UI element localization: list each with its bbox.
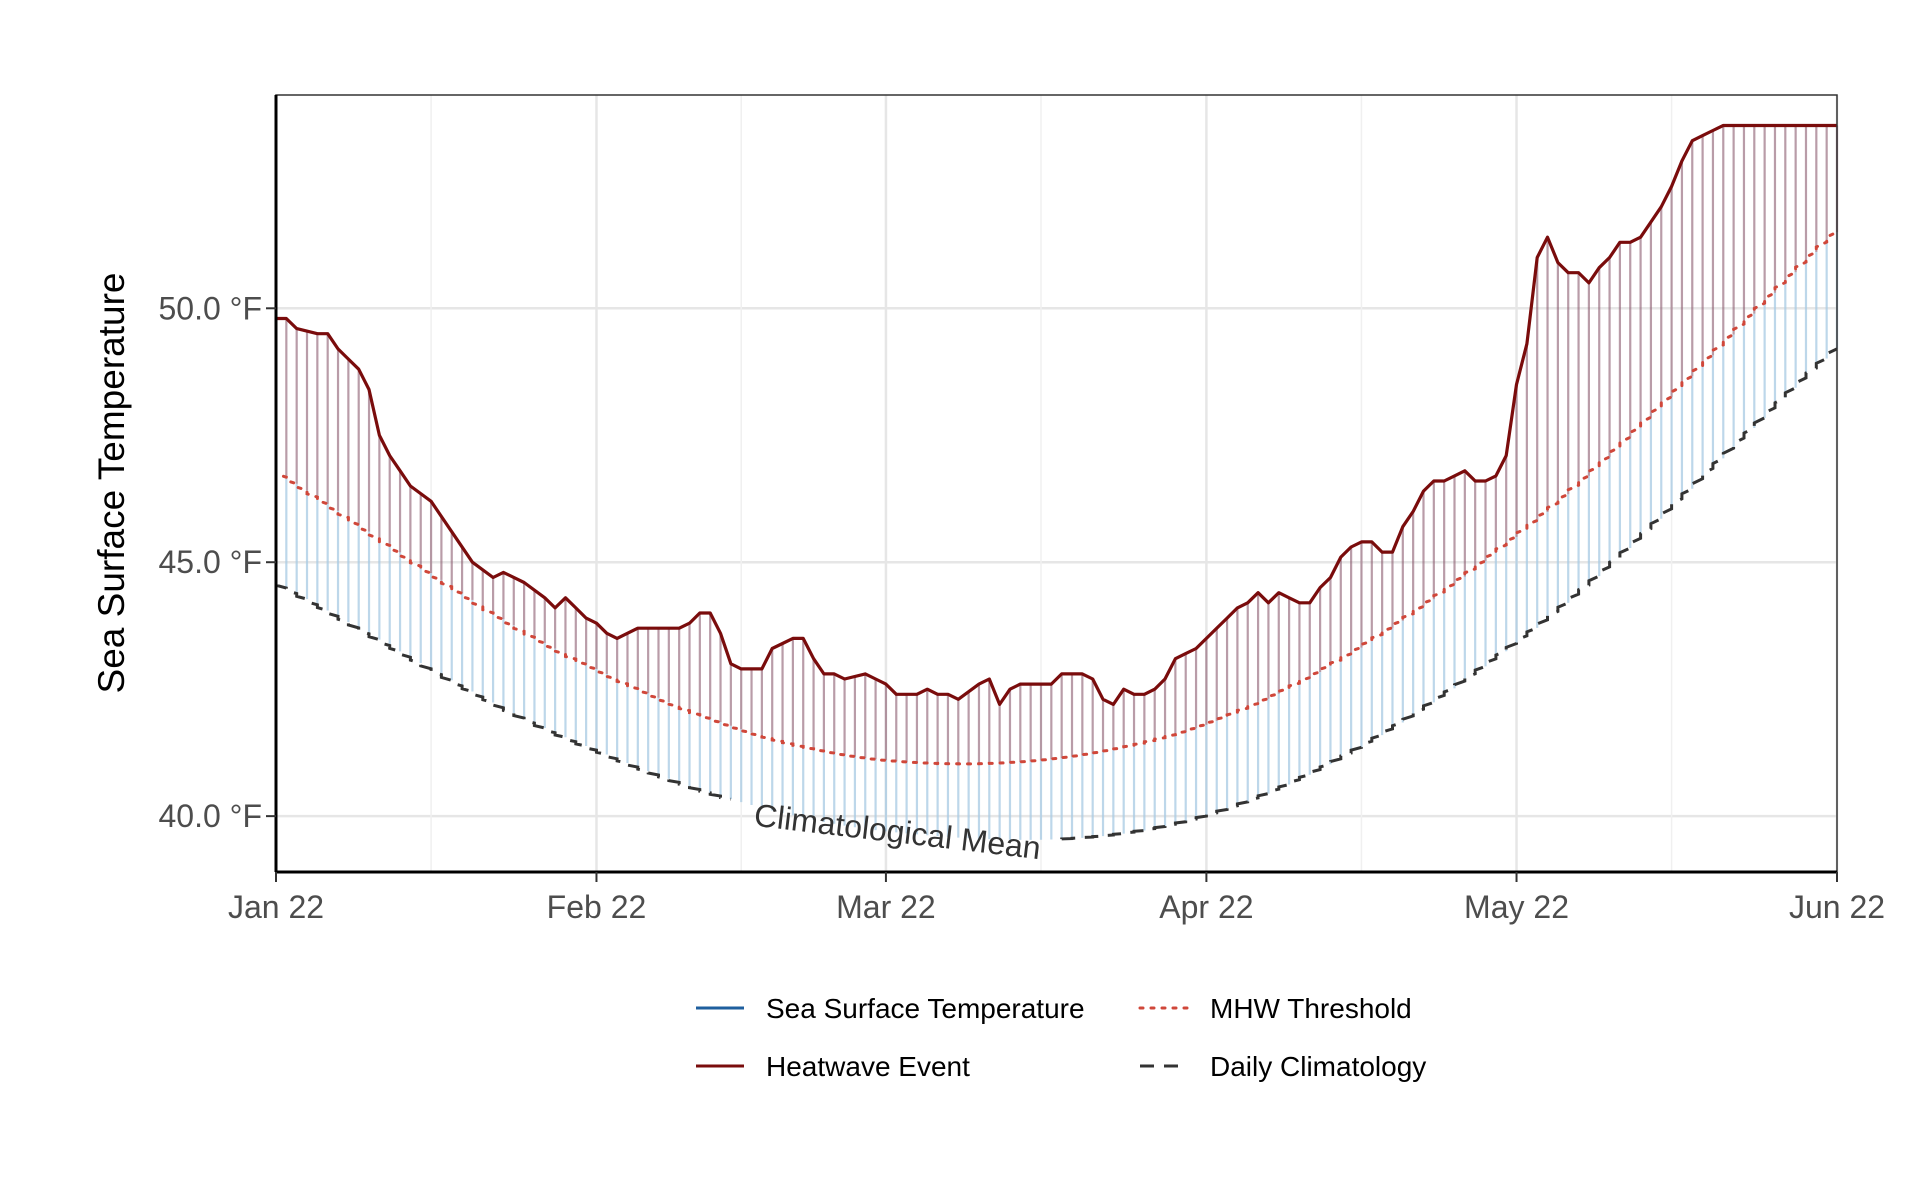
y-tick-label: 45.0 °F	[158, 544, 262, 580]
x-tick-label: May 22	[1464, 889, 1569, 925]
x-tick-label: Feb 22	[547, 889, 647, 925]
mhw-threshold-line	[274, 230, 1839, 766]
fill-segments	[274, 125, 1839, 840]
x-axis-ticks: Jan 22 Feb 22 Mar 22 Apr 22 May 22 Jun 22	[228, 872, 1885, 925]
legend-label-climatology: Daily Climatology	[1210, 1051, 1426, 1082]
x-tick-label: Jan 22	[228, 889, 324, 925]
y-axis-title: Sea Surface Temperature	[91, 273, 132, 694]
y-tick-label: 50.0 °F	[158, 290, 262, 326]
legend-label-heatwave: Heatwave Event	[766, 1051, 970, 1082]
legend: Sea Surface Temperature MHW Threshold Heat…	[696, 993, 1426, 1082]
x-tick-label: Mar 22	[836, 889, 936, 925]
heatwave-event-line	[276, 123, 1837, 706]
y-tick-label: 40.0 °F	[158, 798, 262, 834]
x-tick-label: Apr 22	[1159, 889, 1253, 925]
legend-label-threshold: MHW Threshold	[1210, 993, 1412, 1024]
x-tick-label: Jun 22	[1789, 889, 1885, 925]
daily-climatology-line	[274, 347, 1838, 841]
legend-label-sst: Sea Surface Temperature	[766, 993, 1085, 1024]
y-axis-ticks: 40.0 °F 45.0 °F 50.0 °F	[158, 290, 276, 834]
